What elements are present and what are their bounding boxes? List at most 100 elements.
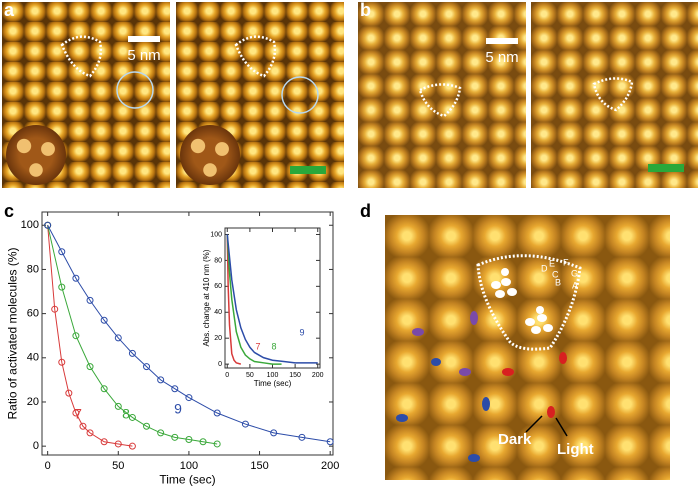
series-line	[226, 234, 282, 365]
inset-image	[6, 125, 66, 185]
data-point	[79, 422, 87, 430]
y-tick-label: 40	[27, 352, 39, 364]
series-line	[47, 225, 331, 443]
site-label: D	[541, 263, 548, 273]
data-point	[100, 316, 108, 324]
series-label: 8	[122, 406, 130, 422]
series-label: 7	[74, 406, 82, 422]
y-tick-label: 100	[210, 231, 222, 238]
series-label: 7	[255, 341, 260, 351]
x-tick-label: 50	[112, 460, 124, 472]
site-label: E	[549, 258, 555, 268]
stm-image	[385, 215, 670, 480]
data-point	[114, 334, 122, 342]
y-axis-label: Abs. change at 410 nm (%)	[202, 249, 211, 346]
series-line	[47, 225, 133, 447]
data-point	[65, 389, 73, 397]
data-point	[44, 221, 52, 229]
data-point	[213, 409, 221, 417]
data-point	[213, 440, 221, 448]
data-point	[171, 433, 179, 441]
data-point	[86, 296, 94, 304]
molecules	[396, 311, 567, 462]
data-point	[86, 363, 94, 371]
y-tick-label: 60	[27, 308, 39, 320]
data-point	[143, 422, 151, 430]
y-tick-label: 60	[214, 283, 222, 290]
scale-bar	[290, 166, 326, 174]
stm-image	[531, 2, 698, 188]
scale-label: 5 nm	[127, 47, 160, 64]
scale-bar	[486, 38, 518, 44]
series-label: 9	[174, 401, 182, 417]
y-tick-label: 0	[33, 440, 39, 452]
x-tick-label: 50	[246, 372, 254, 379]
series-line	[226, 234, 318, 364]
site-label: B	[555, 277, 561, 287]
x-axis-label: Time (sec)	[159, 472, 215, 486]
x-tick-label: 100	[180, 460, 198, 472]
data-point	[51, 305, 59, 313]
data-point	[86, 429, 94, 437]
x-tick-label: 150	[289, 372, 301, 379]
data-point	[157, 376, 165, 384]
site-label: A	[572, 280, 578, 290]
light-label: Light	[557, 441, 594, 458]
y-tick-label: 20	[27, 396, 39, 408]
x-tick-label: 0	[45, 460, 51, 472]
data-point	[72, 332, 80, 340]
scale-label: 5 nm	[485, 49, 518, 66]
y-axis-label: Ratio of activated molecules (%)	[6, 247, 20, 419]
panel-label: a	[4, 0, 15, 20]
series-line	[226, 234, 242, 365]
data-point	[100, 385, 108, 393]
data-point	[185, 394, 193, 402]
data-point	[114, 402, 122, 410]
panel-label: d	[360, 201, 371, 221]
data-point	[114, 440, 122, 448]
data-point	[241, 420, 249, 428]
data-point	[128, 442, 136, 450]
panel-label: b	[360, 0, 371, 20]
site-labels: A BCD E FG	[541, 257, 578, 290]
x-tick-label: 0	[225, 372, 229, 379]
inset-image	[180, 125, 240, 185]
scale-bar	[648, 164, 684, 172]
stm-image	[358, 2, 526, 188]
data-point	[185, 436, 193, 444]
data-point	[143, 363, 151, 371]
data-point	[128, 413, 136, 421]
y-tick-label: 20	[214, 335, 222, 342]
data-point	[72, 274, 80, 282]
dark-label: Dark	[498, 431, 532, 448]
series-label: 9	[299, 327, 304, 337]
data-point	[58, 283, 66, 291]
y-tick-label: 80	[214, 257, 222, 264]
circles	[116, 71, 319, 114]
series-label: 8	[271, 341, 276, 351]
site-label: G	[571, 268, 578, 278]
series-line	[47, 225, 218, 445]
x-tick-label: 200	[312, 372, 324, 379]
x-tick-label: 100	[267, 372, 279, 379]
x-axis-label: Time (sec)	[254, 379, 292, 388]
data-point	[171, 385, 179, 393]
data-point	[72, 409, 80, 417]
data-point	[100, 438, 108, 446]
y-tick-label: 80	[27, 263, 39, 275]
y-tick-label: 40	[214, 309, 222, 316]
y-tick-label: 0	[218, 361, 222, 368]
data-point	[298, 433, 306, 441]
data-point	[270, 429, 278, 437]
data-point	[326, 438, 334, 446]
triangles	[60, 35, 634, 351]
data-point	[128, 349, 136, 357]
y-tick-label: 100	[21, 219, 39, 231]
x-tick-label: 150	[250, 460, 268, 472]
blobs	[491, 268, 553, 334]
panel-label: c	[4, 201, 14, 221]
data-point	[157, 429, 165, 437]
